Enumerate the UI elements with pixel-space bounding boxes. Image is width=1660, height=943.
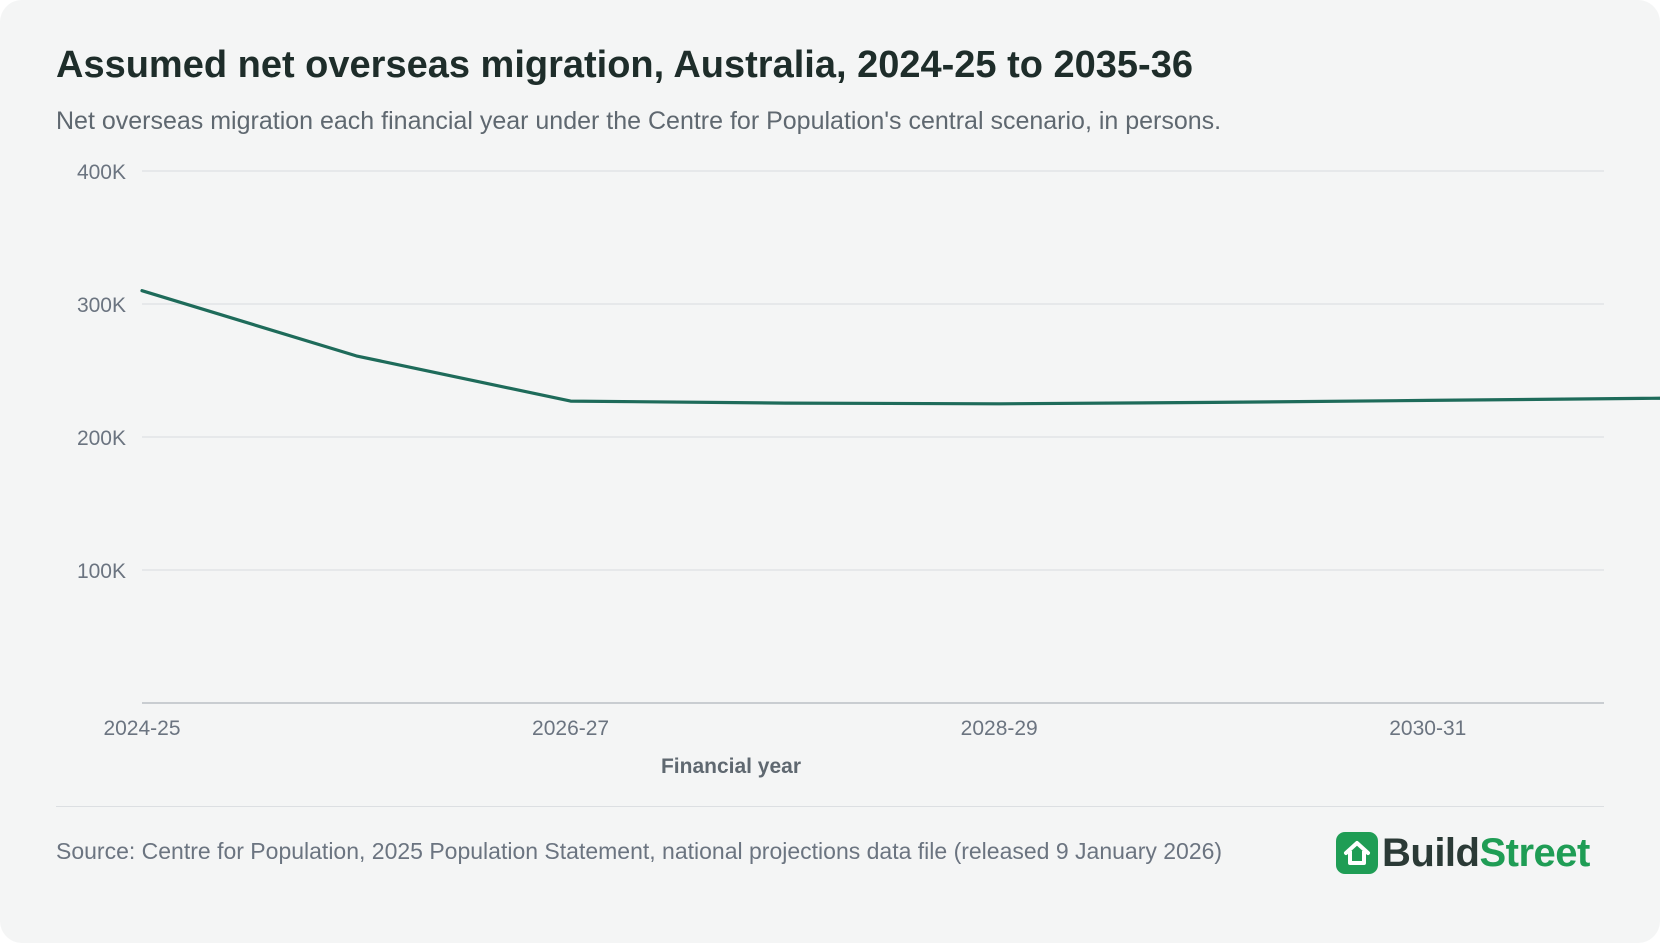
source-note: Source: Centre for Population, 2025 Popu… (56, 838, 1223, 864)
x-tick-label: 2024-25 (103, 717, 180, 740)
y-tick-label: 400K (77, 161, 126, 184)
chart-subtitle: Net overseas migration each financial ye… (56, 107, 1222, 135)
logo-text-build: Build (1382, 831, 1480, 875)
y-axis-ticks: 100K 200K 300K 400K (77, 161, 126, 583)
y-tick-label: 300K (77, 294, 126, 317)
footer-divider (56, 806, 1604, 807)
y-tick-label: 100K (77, 560, 126, 583)
x-tick-label: 2026-27 (532, 717, 609, 740)
house-icon (1336, 832, 1378, 874)
y-tick-label: 200K (77, 427, 126, 450)
line-chart: 100K 200K 300K 400K 2024-25 2026-27 2028-29 20… (77, 161, 1660, 778)
grid-lines (142, 170, 1604, 704)
series-layer: Net overseas migration (140, 289, 1660, 406)
x-tick-label: 2028-29 (961, 717, 1038, 740)
x-axis-ticks: 2024-252026-272028-292030-312032-332034-… (103, 717, 1466, 740)
series-line (140, 289, 1660, 406)
chart-title: Assumed net overseas migration, Australi… (56, 44, 1193, 86)
x-tick-label: 2030-31 (1389, 717, 1466, 740)
x-axis-title: Financial year (661, 755, 801, 778)
brand-logo: BuildStreet (1336, 831, 1590, 875)
logo-text-street: Street (1479, 831, 1590, 875)
